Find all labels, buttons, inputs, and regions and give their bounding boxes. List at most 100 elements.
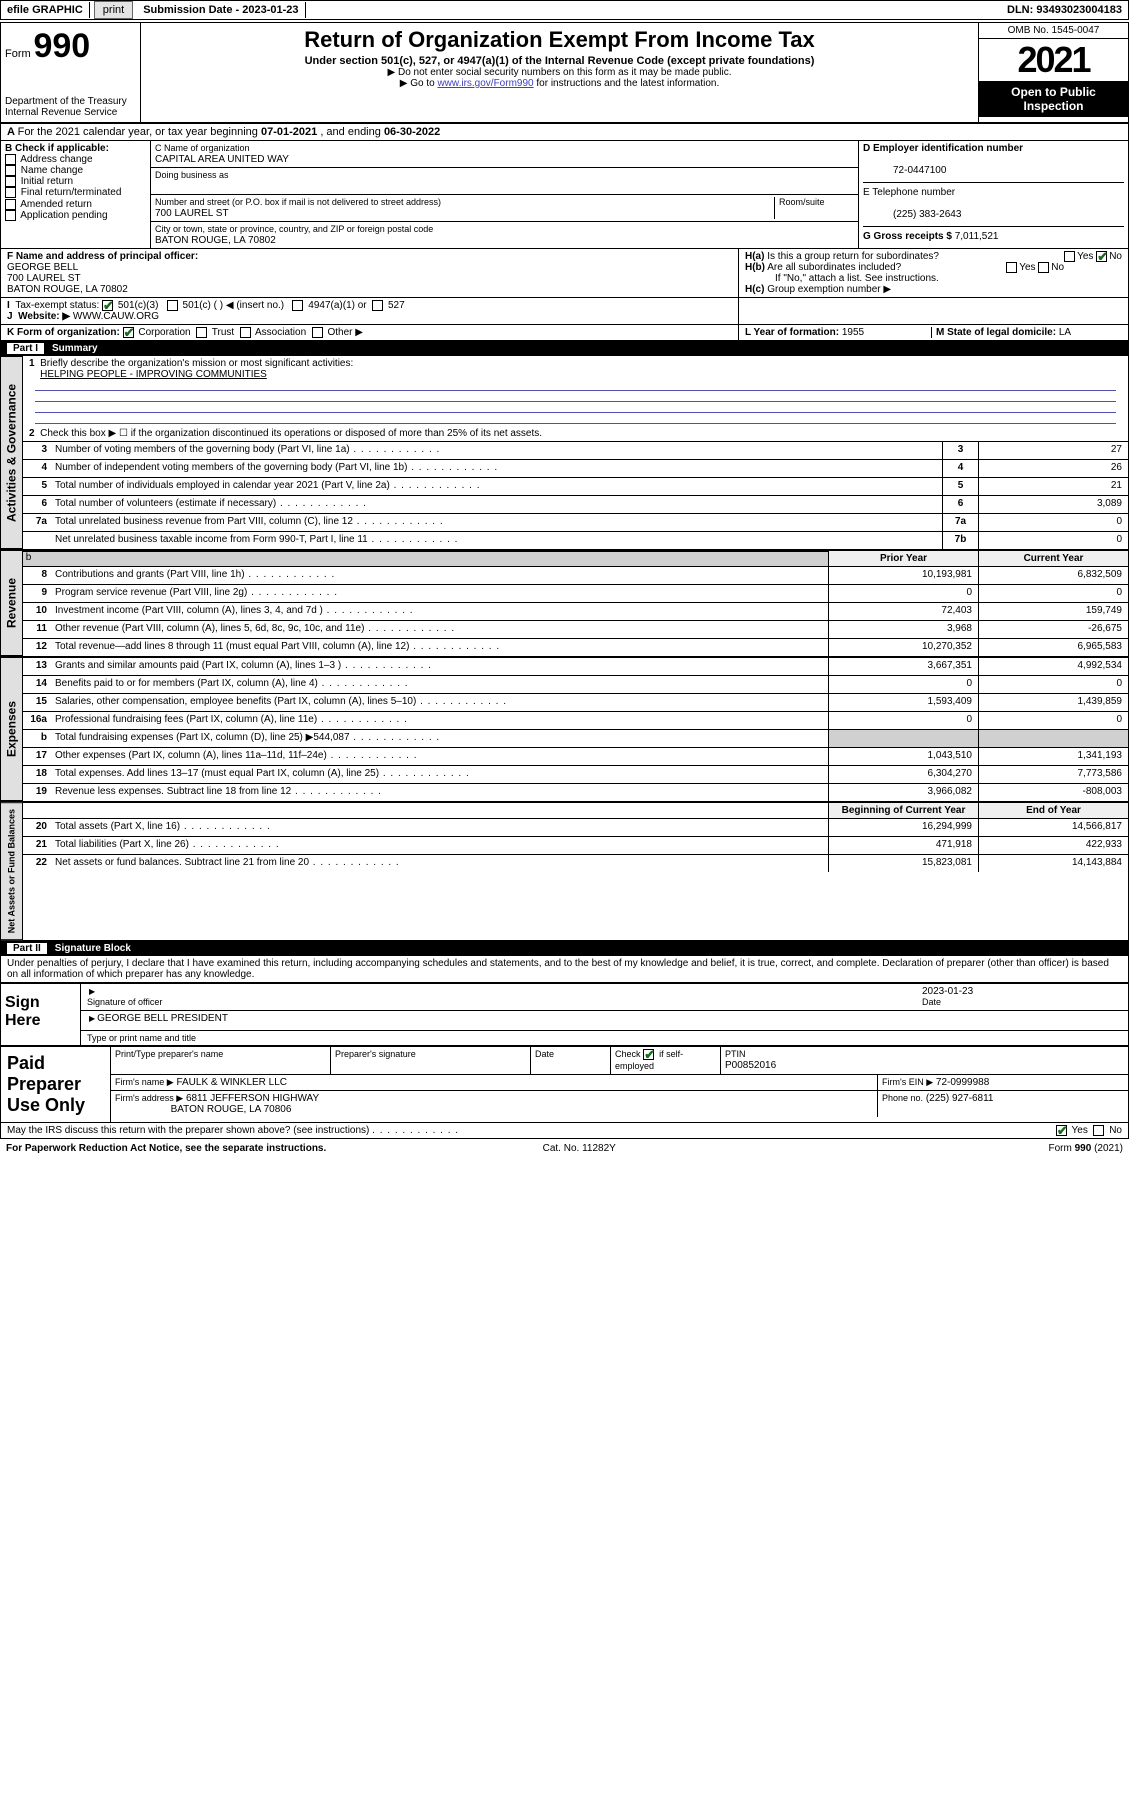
summary-row: 4Number of independent voting members of… (23, 459, 1128, 477)
tab-expenses: Expenses (1, 657, 23, 801)
chk-4947[interactable] (292, 300, 303, 311)
chk-ha-yes[interactable] (1064, 251, 1075, 262)
data-row: 14Benefits paid to or for members (Part … (23, 675, 1128, 693)
city-label: City or town, state or province, country… (155, 224, 433, 234)
print-button[interactable]: print (94, 1, 133, 19)
discuss-row: May the IRS discuss this return with the… (1, 1122, 1128, 1138)
chk-discuss-no[interactable] (1093, 1125, 1104, 1136)
period-begin: 07-01-2021 (261, 126, 317, 138)
form-note-2: ▶ Go to www.irs.gov/Form990 for instruct… (147, 78, 972, 89)
chk-address[interactable] (5, 154, 16, 165)
col-boy: Beginning of Current Year (828, 803, 978, 818)
data-row: 11Other revenue (Part VIII, column (A), … (23, 620, 1128, 638)
chk-trust[interactable] (196, 327, 207, 338)
chk-corp[interactable] (123, 327, 134, 338)
period-row: A For the 2021 calendar year, or tax yea… (1, 124, 1128, 141)
firm-phone-label: Phone no. (882, 1093, 923, 1103)
chk-initial[interactable] (5, 176, 16, 187)
box-j-label: Website: ▶ (18, 311, 70, 322)
gross-value: 7,011,521 (955, 231, 999, 242)
period-end: 06-30-2022 (384, 126, 440, 138)
note2-post: for instructions and the latest informat… (534, 78, 720, 89)
chk-other[interactable] (312, 327, 323, 338)
chk-final[interactable] (5, 187, 16, 198)
lbl-address: Address change (20, 154, 92, 165)
lbl-4947: 4947(a)(1) or (308, 300, 366, 311)
hb-note: If "No," attach a list. See instructions… (775, 273, 939, 284)
period-mid: , and ending (320, 126, 384, 138)
lbl-name: Name change (21, 165, 83, 176)
chk-assoc[interactable] (240, 327, 251, 338)
chk-527[interactable] (372, 300, 383, 311)
chk-self-emp[interactable] (643, 1049, 654, 1060)
form-container: Form 990 Department of the Treasury Inte… (0, 22, 1129, 1139)
firm-phone: (225) 927-6811 (926, 1093, 994, 1104)
chk-hb-yes[interactable] (1006, 262, 1017, 273)
firm-addr-label: Firm's address ▶ (115, 1093, 183, 1103)
summary-row: 3Number of voting members of the governi… (23, 441, 1128, 459)
chk-name[interactable] (5, 165, 16, 176)
dba-label: Doing business as (155, 170, 229, 180)
chk-amended[interactable] (5, 199, 16, 210)
data-row: 18Total expenses. Add lines 13–17 (must … (23, 765, 1128, 783)
firm-addr2: BATON ROUGE, LA 70806 (171, 1104, 292, 1115)
data-row: 12Total revenue—add lines 8 through 11 (… (23, 638, 1128, 656)
website: WWW.CAUW.ORG (73, 311, 159, 322)
expenses-section: Expenses 13Grants and similar amounts pa… (1, 657, 1128, 802)
summary-row: 5Total number of individuals employed in… (23, 477, 1128, 495)
part1-bar: Part I Summary (1, 341, 1128, 356)
section-ij: I Tax-exempt status: 501(c)(3) 501(c) ( … (1, 298, 1128, 325)
gross-label: G Gross receipts $ (863, 231, 952, 242)
chk-hb-no[interactable] (1038, 262, 1049, 273)
netassets-header: Beginning of Current Year End of Year (23, 802, 1128, 818)
room-label: Room/suite (779, 197, 825, 207)
data-row: 8Contributions and grants (Part VIII, li… (23, 566, 1128, 584)
box-deg: D Employer identification number 72-0447… (858, 141, 1128, 248)
summary-row: 6Total number of volunteers (estimate if… (23, 495, 1128, 513)
firm-ein-label: Firm's EIN ▶ (882, 1077, 933, 1087)
efile-label: efile GRAPHIC (1, 2, 90, 18)
city: BATON ROUGE, LA 70802 (155, 235, 276, 246)
firm-label: Firm's name ▶ (115, 1077, 174, 1087)
chk-discuss-yes[interactable] (1056, 1125, 1067, 1136)
page-footer: For Paperwork Reduction Act Notice, see … (0, 1139, 1129, 1158)
sig-name-label: Type or print name and title (81, 1031, 1128, 1045)
cat-no: Cat. No. 11282Y (543, 1143, 616, 1154)
lbl-amended: Amended return (20, 199, 92, 210)
officer-city: BATON ROUGE, LA 70802 (7, 284, 128, 295)
chk-501c3[interactable] (102, 300, 113, 311)
phone-value: (225) 383-2643 (893, 209, 961, 220)
section-bcdefg: B Check if applicable: Address change Na… (1, 141, 1128, 249)
irs-link[interactable]: www.irs.gov/Form990 (437, 78, 533, 89)
chk-ha-no[interactable] (1096, 251, 1107, 262)
box-c: C Name of organization CAPITAL AREA UNIT… (151, 141, 858, 248)
part2-label: Part II (7, 943, 47, 954)
lbl-501c: 501(c) ( ) ◀ (insert no.) (183, 300, 285, 311)
note2-pre: ▶ Go to (400, 78, 438, 89)
data-row: 13Grants and similar amounts paid (Part … (23, 657, 1128, 675)
sig-date-label: Date (922, 997, 941, 1007)
omb-number: OMB No. 1545-0047 (979, 23, 1128, 39)
ein-label: D Employer identification number (863, 143, 1023, 154)
line1-value: HELPING PEOPLE - IMPROVING COMMUNITIES (40, 369, 267, 380)
no-2: No (1051, 262, 1064, 273)
discuss-no: No (1109, 1126, 1122, 1137)
tab-netassets: Net Assets or Fund Balances (1, 802, 23, 940)
box-l-label: L Year of formation: (745, 327, 839, 338)
col-current: Current Year (978, 551, 1128, 566)
part1-label: Part I (7, 343, 44, 354)
sig-name: GEORGE BELL PRESIDENT (97, 1013, 228, 1028)
data-row: 15Salaries, other compensation, employee… (23, 693, 1128, 711)
firm-addr1: 6811 JEFFERSON HIGHWAY (186, 1093, 319, 1104)
form-header: Form 990 Department of the Treasury Inte… (1, 23, 1128, 124)
chk-501c[interactable] (167, 300, 178, 311)
tab-revenue: Revenue (1, 550, 23, 656)
tab-activities: Activities & Governance (1, 356, 23, 549)
discuss-yes: Yes (1072, 1126, 1088, 1137)
lbl-initial: Initial return (21, 176, 73, 187)
chk-pending[interactable] (5, 210, 16, 221)
box-m-label: M State of legal domicile: (936, 327, 1056, 338)
form-number: 990 (33, 27, 90, 65)
ha-label: Is this a group return for subordinates? (767, 251, 939, 262)
top-toolbar: efile GRAPHIC print Submission Date - 20… (0, 0, 1129, 20)
